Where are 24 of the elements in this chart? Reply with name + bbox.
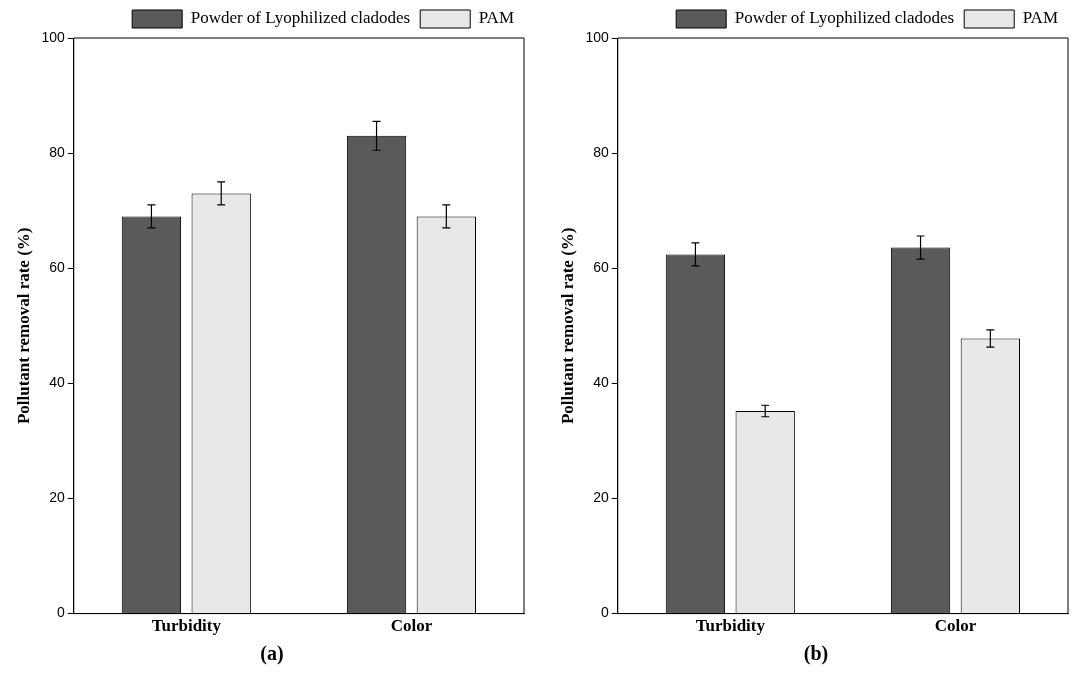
y-tick-label: 100 bbox=[585, 28, 609, 45]
y-axis-title: Pollutant removal rate (%) bbox=[557, 227, 577, 425]
y-tick-label: 100 bbox=[41, 28, 65, 45]
x-tick-label: Turbidity bbox=[695, 616, 766, 636]
text: (b) bbox=[803, 642, 829, 665]
text: (a) bbox=[260, 642, 284, 665]
y-tick-label: 20 bbox=[49, 489, 65, 506]
y-tick-label: 20 bbox=[593, 489, 609, 506]
y-tick-label: 80 bbox=[593, 143, 609, 160]
legend-label: Powder of Lyophilized cladodes bbox=[190, 8, 411, 28]
y-tick-label: 60 bbox=[49, 259, 65, 276]
y-tick-label: 80 bbox=[49, 143, 65, 160]
y-axis-title: Pollutant removal rate (%) bbox=[13, 227, 33, 425]
legend-label: PAM bbox=[478, 8, 515, 28]
legend-label: Powder of Lyophilized cladodes bbox=[734, 8, 955, 28]
x-tick-label: Color bbox=[390, 616, 433, 636]
x-tick-label: Color bbox=[934, 616, 977, 636]
legend-label: PAM bbox=[1022, 8, 1059, 28]
y-tick-label: 0 bbox=[56, 604, 65, 621]
x-tick-label: Turbidity bbox=[151, 616, 222, 636]
y-tick-label: 40 bbox=[49, 374, 65, 391]
y-tick-label: 40 bbox=[593, 374, 609, 391]
y-tick-label: 0 bbox=[600, 604, 609, 621]
y-tick-label: 60 bbox=[593, 259, 609, 276]
